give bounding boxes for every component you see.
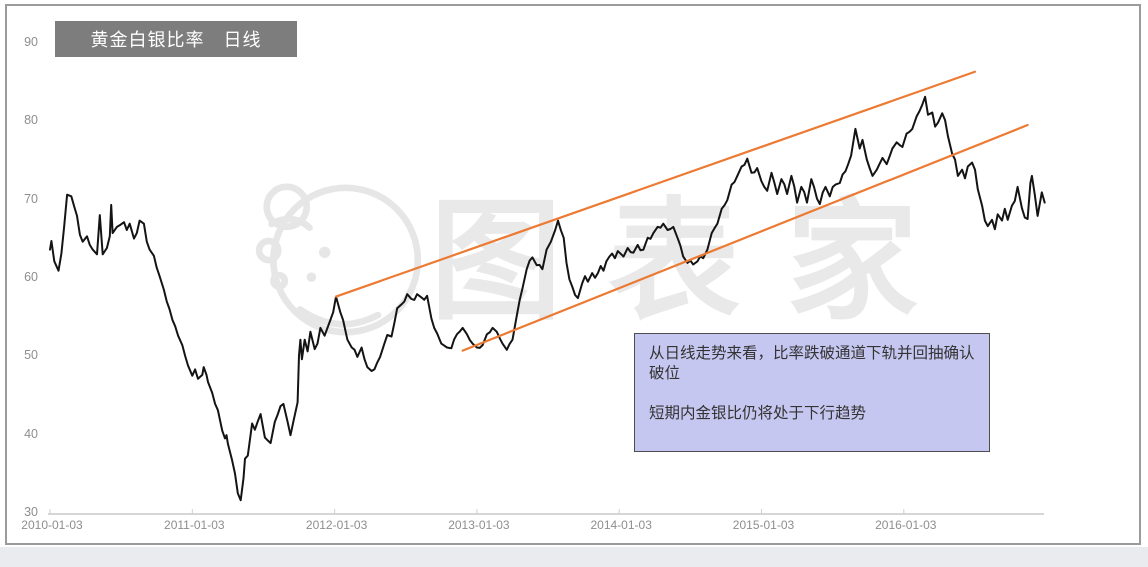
x-tick-label: 2015-01-03 — [732, 518, 795, 532]
annotation-line-2: 短期内金银比仍将处于下行趋势 — [649, 404, 867, 422]
y-tick-label: 80 — [24, 113, 38, 128]
annotation-line-1: 从日线走势来看，比率跌破通道下轨并回抽确认破位 — [649, 345, 975, 382]
x-tick-label: 2014-01-03 — [590, 518, 652, 532]
x-tick-label: 2016-01-03 — [875, 518, 937, 532]
y-tick-label: 70 — [24, 191, 38, 206]
y-tick-label: 40 — [24, 426, 38, 441]
channel-lower-trendline — [461, 123, 1029, 352]
ratio-series-line — [49, 95, 1046, 502]
y-tick-label: 50 — [24, 348, 38, 363]
x-tick-label: 2012-01-03 — [305, 518, 368, 532]
watermark-brand-text: 图表家 — [430, 188, 964, 335]
y-tick-label: 90 — [24, 35, 38, 49]
chart-title-bar: 黄金白银比率 日线 — [55, 21, 297, 57]
chart-title-text: 黄金白银比率 日线 — [90, 30, 262, 50]
x-tick-label: 2013-01-03 — [448, 518, 510, 532]
bottom-margin-strip — [0, 547, 1148, 567]
y-tick-label: 30 — [24, 504, 38, 519]
x-tick-label: 2010-01-03 — [21, 518, 83, 532]
channel-upper-trendline — [334, 70, 977, 298]
analysis-annotation-box: 从日线走势来看，比率跌破通道下轨并回抽确认破位 短期内金银比仍将处于下行趋势 — [634, 333, 990, 452]
chart-frame-border — [5, 4, 1141, 545]
watermark-mascot-logo-icon — [255, 183, 422, 336]
y-tick-label: 60 — [24, 269, 38, 284]
x-tick-label: 2011-01-03 — [164, 518, 225, 532]
